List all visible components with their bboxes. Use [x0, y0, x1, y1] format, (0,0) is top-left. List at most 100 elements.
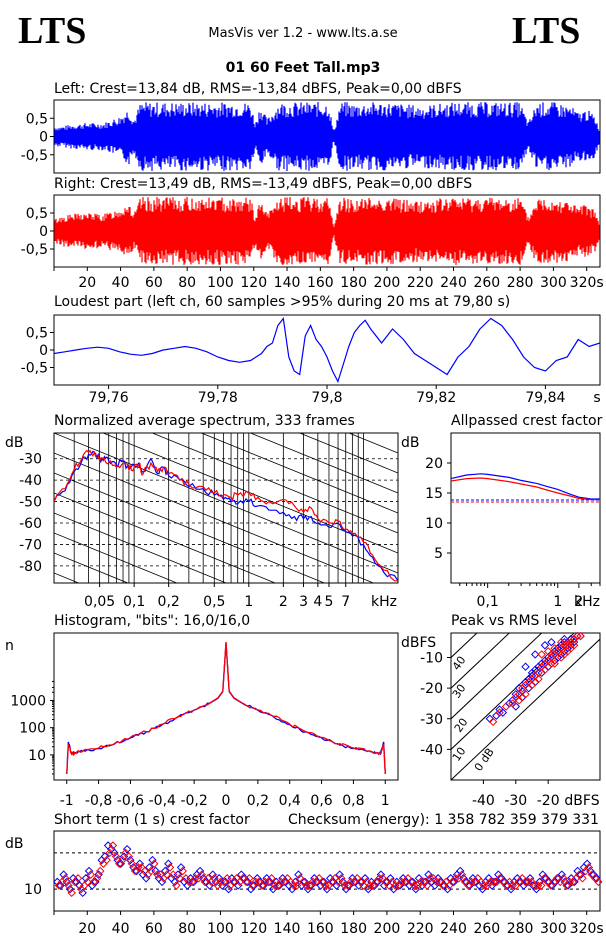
spectrum-ytick-label: -50	[19, 495, 42, 511]
allpass-ytick-label: 15	[425, 486, 443, 502]
short-term-point-left	[592, 874, 601, 883]
spectrum-slope-line	[54, 472, 326, 583]
left-channel-label: Left: Crest=13,84 dB, RMS=-13,84 dBFS, P…	[54, 81, 462, 97]
short-term-point-left	[373, 877, 383, 887]
short-term-point-left	[424, 870, 433, 879]
right-channel-label: Right: Crest=13,49 dB, RMS=-13,49 dBFS, …	[54, 176, 473, 192]
short-term-point-left	[211, 877, 221, 887]
short-term-point-left	[563, 881, 573, 890]
short-term-point-left	[275, 881, 284, 890]
histogram-xtick-label: 0,6	[310, 793, 332, 809]
peak-rms-point-right	[534, 668, 543, 678]
short-term-point-left	[478, 884, 487, 894]
short-term-point-left	[265, 877, 275, 887]
short-term-point-left	[398, 874, 408, 883]
peak-rms-point-right	[524, 677, 533, 687]
peak-rms-point-right	[501, 702, 511, 711]
spectrum-ytick-label: -40	[19, 473, 42, 489]
loudest-trace	[54, 317, 600, 384]
short-term-point-left	[306, 881, 316, 890]
histogram-frame	[53, 632, 399, 781]
spectrum-slope-line	[54, 693, 398, 833]
peak-rms-ytick-label: -10	[420, 651, 443, 667]
short-term-point-left	[376, 870, 386, 879]
spectrum-slope-line	[54, 593, 398, 733]
short-term-point-right	[457, 870, 467, 879]
peak-rms-diag-label: 0 dB	[472, 746, 497, 774]
peak-rms-point-left	[485, 714, 495, 723]
short-term-point-right	[80, 881, 89, 890]
short-term-point-left	[325, 874, 335, 883]
short-term-point-right	[127, 859, 137, 868]
peak-rms-ytick-label: -40	[420, 742, 443, 758]
spectrum-frame	[53, 432, 399, 584]
short-term-point-left	[94, 870, 103, 879]
checksum-label: Checksum (energy): 1 358 782 359 379 331	[288, 812, 599, 828]
waveform-xtick-label: 300	[540, 275, 567, 291]
short-term-point-left	[132, 866, 141, 876]
short-term-point-left	[233, 881, 243, 890]
spectrum-xtick-label: 7	[341, 594, 350, 610]
short-term-point-right	[222, 874, 232, 883]
short-term-point-left	[56, 881, 65, 890]
spectrum-slope-line	[54, 653, 398, 793]
peak-rms-point-left	[560, 634, 569, 644]
short-term-point-right	[159, 874, 168, 883]
short-term-point-right	[92, 874, 102, 883]
waveform-xtick-label: 60	[145, 275, 163, 291]
short-term-point-left	[205, 881, 214, 890]
short-term-point-right	[105, 848, 114, 858]
histogram-xtick-label: 0,8	[342, 793, 364, 809]
spectrum-slope-line	[54, 532, 178, 583]
short-term-point-right	[73, 874, 83, 883]
short-term-point-left	[335, 870, 344, 879]
short-term-point-right	[61, 874, 70, 883]
allpass-xtick-label: 1	[553, 594, 562, 610]
spectrum-ytick-label: -60	[19, 516, 42, 532]
peak-rms-point-right	[511, 693, 521, 702]
spectrum-xtick-label: 1	[244, 594, 253, 610]
short-term-point-right	[165, 863, 175, 872]
short-term-point-left	[268, 884, 278, 894]
peak-rms-point-left	[540, 641, 550, 650]
short-term-point-left	[443, 884, 452, 894]
peak-rms-point-right	[560, 650, 569, 659]
short-term-title: Short term (1 s) crest factor	[54, 812, 250, 828]
short-term-point-left	[567, 874, 576, 883]
short-term-point-right	[584, 863, 594, 872]
loudest-xunit: s	[593, 390, 600, 406]
short-term-point-left	[183, 881, 192, 890]
histogram-series-right	[66, 641, 386, 775]
histogram-xtick-label: 0	[222, 793, 231, 809]
short-term-point-right	[102, 855, 111, 865]
short-term-point-left	[322, 884, 332, 894]
short-term-point-left	[53, 877, 62, 887]
short-term-point-left	[138, 870, 148, 879]
peak-rms-diagonal	[451, 633, 543, 720]
short-term-point-left	[532, 884, 541, 894]
spectrum-ytick-label: -30	[19, 452, 42, 468]
spectrum-slope-line	[102, 433, 398, 554]
loudest-xtick-label: 79,78	[198, 390, 238, 406]
spectrum-xtick-label: 5	[325, 594, 334, 610]
short-term-point-left	[484, 874, 494, 883]
spectrum-xtick-label: 3	[299, 594, 308, 610]
short-term-point-left	[449, 877, 459, 887]
short-term-xtick-label: 100	[207, 921, 234, 937]
spectrum-slope-line	[347, 433, 398, 454]
spectrum-slope-line	[298, 433, 398, 474]
peak-rms-point-right	[514, 696, 524, 705]
short-term-point-left	[392, 877, 402, 887]
short-term-point-left	[59, 870, 68, 879]
short-term-xtick-label: 220	[407, 921, 434, 937]
waveform-xtick-label: 260	[473, 275, 500, 291]
peak-rms-point-left	[530, 650, 540, 659]
peak-rms-point-right	[534, 674, 543, 684]
spectrum-slope-line	[151, 433, 398, 534]
short-term-point-left	[297, 881, 306, 890]
allpass-title: Allpassed crest factor	[451, 413, 603, 429]
allpass-series-left	[450, 473, 600, 500]
peak-rms-point-right	[550, 644, 559, 653]
short-term-point-left	[481, 877, 490, 887]
short-term-xtick-label: 320s	[570, 921, 604, 937]
